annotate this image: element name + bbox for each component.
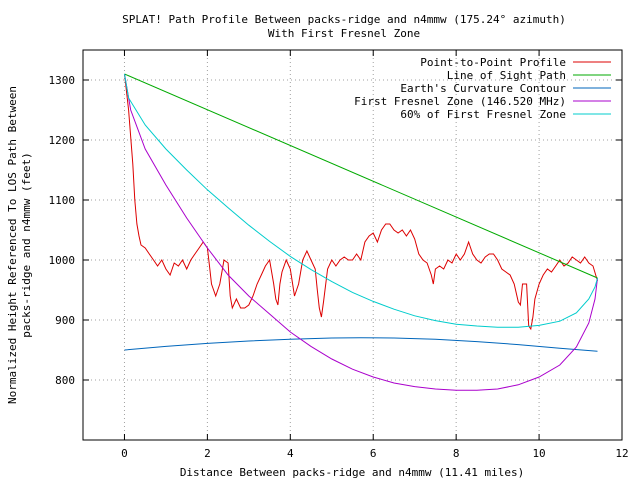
series-line-earth-s-curvature-contour — [124, 337, 598, 352]
data-series — [124, 73, 598, 391]
legend-label: 60% of First Fresnel Zone — [400, 108, 566, 121]
y-tick-label: 1200 — [49, 134, 76, 147]
legend-label: Line of Sight Path — [447, 69, 566, 82]
x-tick-label: 0 — [121, 447, 128, 460]
y-tick-label: 800 — [55, 374, 75, 387]
chart-title: SPLAT! Path Profile Between packs-ridge … — [122, 13, 566, 26]
series-line-60-of-first-fresnel-zone — [124, 73, 598, 328]
chart-subtitle: With First Fresnel Zone — [268, 27, 420, 40]
tick-labels: 0 2 4 6 8 10 12 800 900 1000 1100 1200 1300 — [49, 74, 629, 460]
y-axis-label: Normalized Height Referenced To LOS Path… — [6, 86, 33, 404]
legend-label: Point-to-Point Profile — [420, 56, 566, 69]
x-axis-label: Distance Between packs-ridge and n4mmw (… — [180, 466, 524, 479]
x-tick-label: 10 — [532, 447, 545, 460]
x-tick-label: 12 — [615, 447, 628, 460]
x-tick-label: 8 — [453, 447, 460, 460]
y-axis-label-line-2: packs-ridge and n4mmw (feet) — [20, 152, 33, 337]
legend-label: Earth's Curvature Contour — [400, 82, 566, 95]
y-axis-label-line-1: Normalized Height Referenced To LOS Path… — [6, 86, 19, 404]
series-line-line-of-sight-path — [124, 73, 598, 279]
legend-label: First Fresnel Zone (146.520 MHz) — [354, 95, 566, 108]
y-tick-label: 1100 — [49, 194, 76, 207]
x-tick-label: 4 — [287, 447, 294, 460]
plot-frame — [82, 49, 623, 441]
x-tick-label: 6 — [370, 447, 377, 460]
y-tick-label: 900 — [55, 314, 75, 327]
series-line-first-fresnel-zone-146-520-mhz — [124, 73, 598, 391]
y-tick-label: 1000 — [49, 254, 76, 267]
x-tick-label: 2 — [204, 447, 211, 460]
y-tick-label: 1300 — [49, 74, 76, 87]
